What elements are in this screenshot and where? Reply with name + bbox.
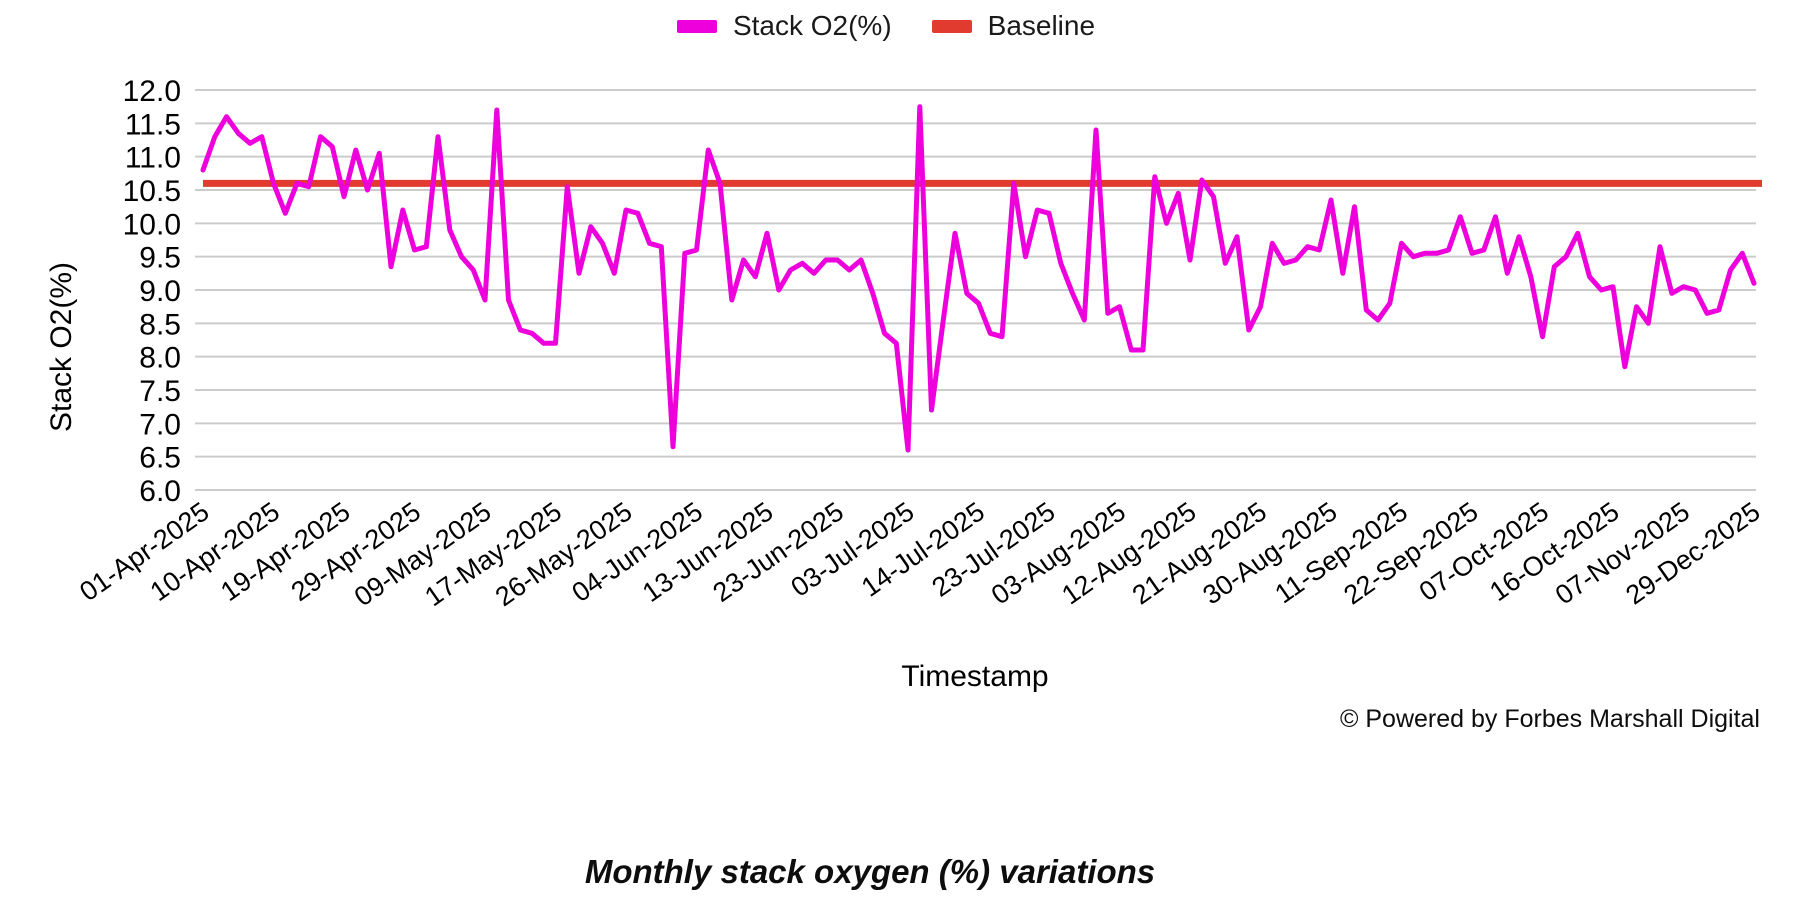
chart-legend: Stack O2(%) Baseline	[0, 10, 1786, 42]
y-tick-label: 11.0	[125, 142, 181, 175]
series-line	[200, 104, 1757, 453]
legend-baseline-label: Baseline	[987, 10, 1096, 41]
gridlines	[195, 89, 1756, 491]
stack-o2-line-chart: 6.06.57.07.58.08.59.09.510.010.511.011.5…	[74, 75, 1765, 612]
y-tick-label: 7.0	[139, 408, 181, 441]
y-tick-label: 9.5	[139, 242, 181, 275]
y-axis-tick-labels: 6.06.57.07.58.08.59.09.510.010.511.011.5…	[123, 75, 181, 508]
x-axis-title: Timestamp	[901, 660, 1049, 693]
legend-item-baseline[interactable]: Baseline	[931, 10, 1096, 42]
chart-caption: Monthly stack oxygen (%) variations	[584, 853, 1156, 890]
baseline-color-swatch-icon	[931, 19, 972, 33]
y-tick-label: 8.0	[139, 342, 181, 375]
stack-o2-series-line	[200, 104, 1757, 453]
y-tick-label: 10.0	[123, 208, 181, 241]
x-axis-tick-labels: 01-Apr-202510-Apr-202519-Apr-202529-Apr-…	[74, 496, 1765, 612]
y-axis-title: Stack O2(%)	[45, 261, 78, 433]
y-tick-label: 6.0	[139, 475, 181, 508]
y-tick-label: 7.5	[139, 375, 181, 408]
y-tick-label: 12.0	[123, 75, 181, 108]
y-tick-label: 9.0	[139, 275, 181, 308]
y-tick-label: 6.5	[139, 442, 181, 475]
y-tick-label: 8.5	[139, 308, 181, 341]
footer-credit: © Powered by Forbes Marshall Digital	[1340, 705, 1760, 733]
series-color-swatch-icon	[676, 19, 717, 33]
y-tick-label: 10.5	[123, 175, 181, 208]
y-tick-label: 11.5	[125, 108, 181, 141]
legend-item-stack-o2[interactable]: Stack O2(%)	[676, 10, 892, 42]
legend-series-label: Stack O2(%)	[732, 10, 892, 41]
